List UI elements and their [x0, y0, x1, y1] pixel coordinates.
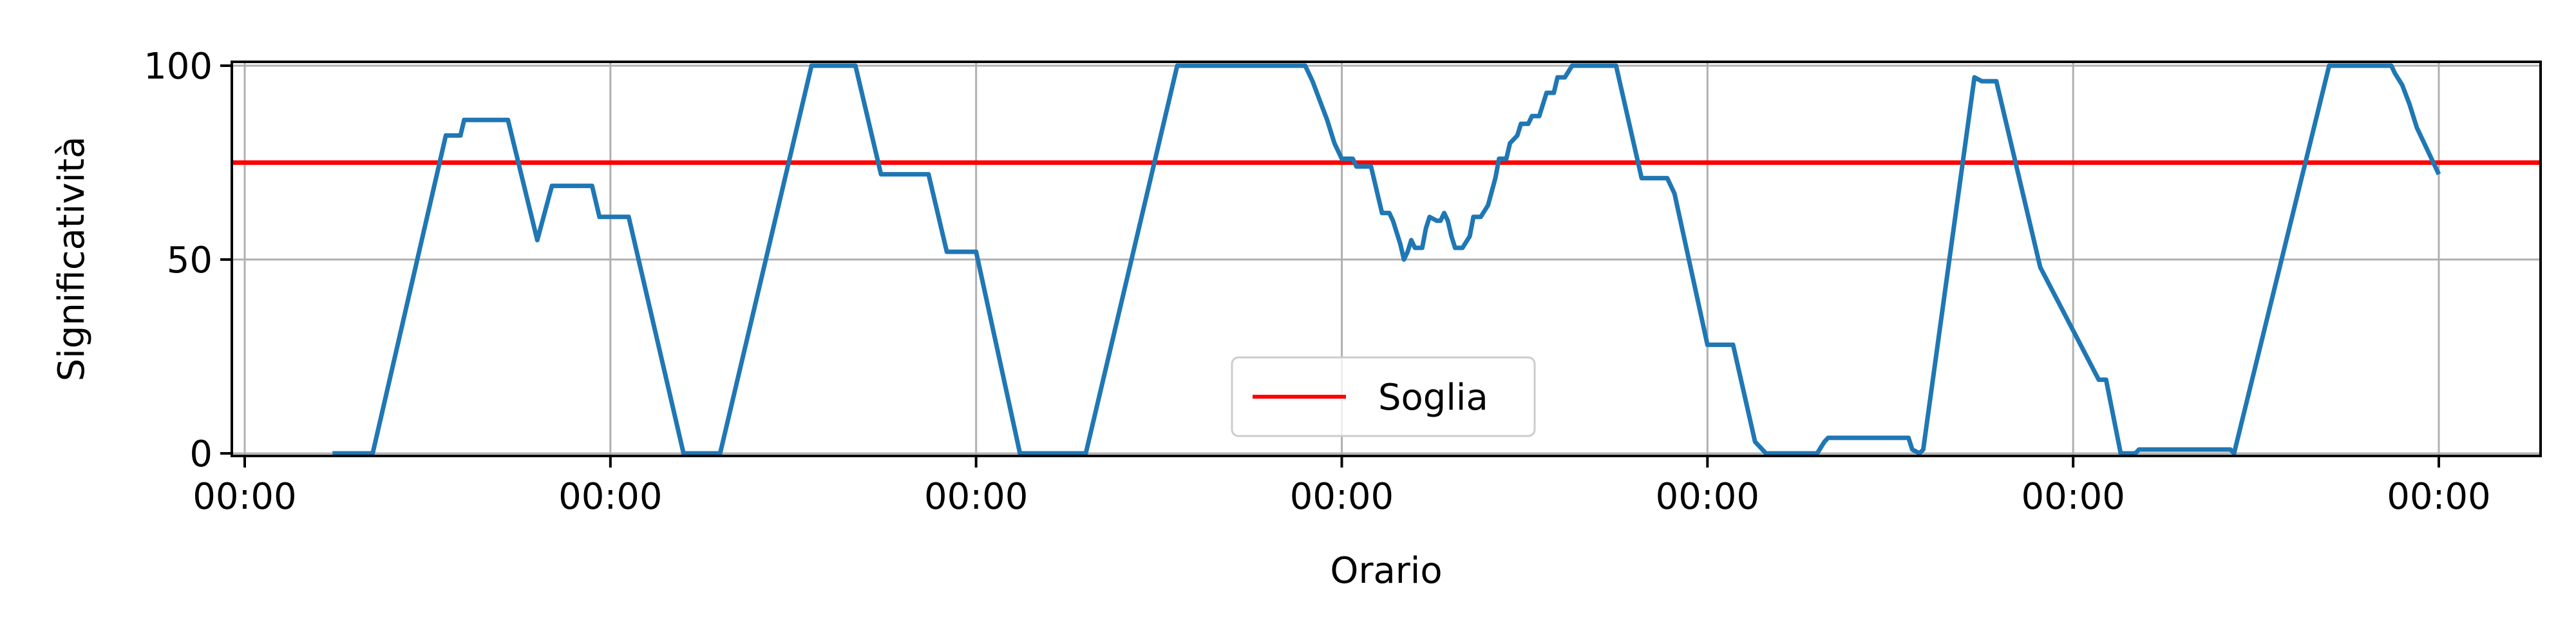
x-tick-label-6: 00:00	[2387, 476, 2490, 518]
x-tick-label-3: 00:00	[1290, 476, 1394, 518]
y-tick-label-1: 50	[167, 240, 213, 281]
series-line-0	[332, 63, 2441, 456]
x-tick-label-2: 00:00	[924, 476, 1028, 518]
y-axis: 0 50 100	[144, 46, 232, 475]
y-tick-label-2: 100	[144, 46, 213, 88]
y-axis-label: Significatività	[51, 137, 93, 382]
legend-box	[1231, 356, 1536, 437]
x-tick-label-1: 00:00	[558, 476, 662, 518]
x-tick-label-5: 00:00	[2021, 476, 2125, 518]
legend-label-threshold: Soglia	[1378, 377, 1488, 419]
series-layer	[332, 63, 2441, 456]
x-tick-label-4: 00:00	[1656, 476, 1759, 518]
grid	[232, 62, 2541, 456]
x-axis-label: Orario	[1330, 550, 1442, 592]
x-axis: 00:00 00:00 00:00 00:00 00:00 00:00 00:00	[193, 456, 2491, 518]
x-tick-label-0: 00:00	[193, 476, 296, 518]
legend: Soglia	[1231, 356, 1536, 437]
y-tick-label-0: 0	[189, 433, 213, 475]
